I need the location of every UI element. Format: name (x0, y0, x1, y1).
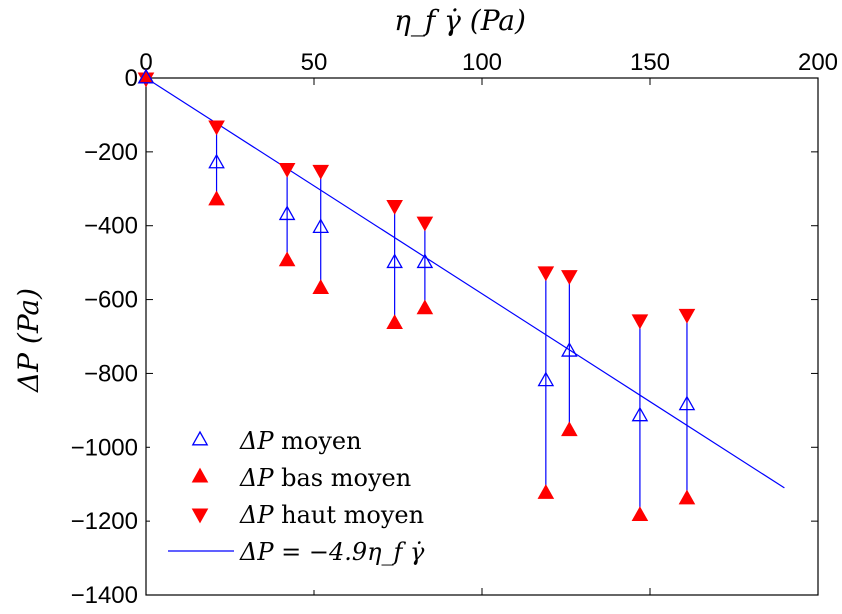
haut-moyen-marker (208, 120, 225, 136)
moyen-marker (312, 218, 330, 234)
haut-moyen-marker (561, 270, 578, 285)
bas-moyen-marker (416, 299, 434, 315)
moyen-marker (631, 406, 649, 422)
moyen-marker (678, 395, 696, 411)
haut-moyen-marker (631, 314, 649, 330)
x-tick-label: 50 (301, 49, 328, 76)
x-tick-label: 0 (139, 49, 152, 76)
y-tick-label: −1200 (71, 508, 138, 535)
moyen-marker (278, 205, 296, 221)
legend-label: ΔP moyen (239, 427, 362, 455)
legend-label: ΔP = −4.9η_f γ̇ (239, 538, 425, 566)
moyen-marker (537, 371, 555, 387)
y-tick-label: −1000 (71, 434, 138, 461)
haut-moyen-marker (416, 216, 434, 232)
axis-labels: η_f γ̇ (Pa) ΔP (Pa) (12, 4, 526, 393)
error-bars (215, 126, 688, 516)
y-tick-label: −400 (84, 213, 138, 240)
fit-line-group (145, 77, 785, 489)
y-tick-label: −1400 (71, 582, 138, 609)
legend-label: ΔP bas moyen (239, 464, 411, 492)
bas-moyen-marker (386, 314, 403, 330)
bas-moyen-marker (678, 489, 696, 505)
legend-bas-symbol (191, 467, 209, 483)
y-tick-label: −800 (84, 360, 138, 387)
y-axis-label: ΔP (Pa) (12, 288, 45, 393)
haut-moyen-marker (678, 308, 696, 324)
legend: ΔP moyen ΔP bas moyen ΔP haut moyen ΔP = −4… (150, 420, 470, 590)
bas-moyen-marker (208, 190, 225, 206)
bas-moyen-marker (631, 506, 649, 522)
fit-line (145, 77, 785, 489)
legend-haut-symbol (191, 508, 209, 524)
markers (137, 68, 696, 522)
moyen-marker (137, 68, 155, 84)
haut-moyen-marker (278, 163, 296, 178)
legend-background (150, 420, 470, 590)
legend-label: ΔP haut moyen (239, 501, 424, 529)
x-axis-label: η_f γ̇ (Pa) (394, 4, 526, 37)
haut-moyen-marker (537, 266, 555, 282)
y-tick-label: 0 (125, 65, 138, 92)
y-tick-label: −600 (84, 287, 138, 314)
bas-moyen-marker (561, 421, 578, 437)
y-tick-label: −200 (84, 139, 138, 166)
x-tick-label: 100 (462, 49, 502, 76)
haut-moyen-marker (386, 199, 403, 215)
moyen-marker (386, 253, 403, 269)
bas-moyen-marker (537, 484, 555, 499)
haut-moyen-marker (312, 164, 330, 180)
bas-moyen-marker (278, 251, 296, 267)
x-tick-label: 200 (798, 49, 838, 76)
moyen-marker (561, 341, 578, 357)
legend-moyen-symbol (191, 430, 209, 446)
x-tick-label: 150 (630, 49, 670, 76)
bas-moyen-marker (312, 279, 330, 294)
moyen-marker (416, 253, 434, 269)
moyen-marker (208, 153, 225, 169)
ticks: 0 50 100 150 200 0 −200 −400 −600 −800 −1000 −1200 −… (71, 49, 838, 609)
